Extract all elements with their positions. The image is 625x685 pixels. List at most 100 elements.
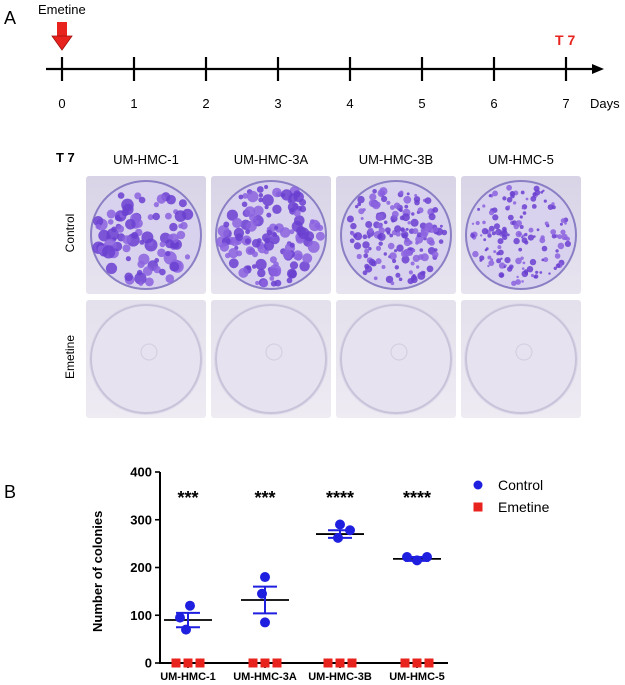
colony-dot (525, 271, 528, 275)
colony-dot (236, 250, 243, 257)
colony-dot (153, 202, 159, 208)
colony-dot (395, 272, 401, 278)
colony-dot (485, 247, 489, 251)
colony-dot (269, 256, 277, 264)
colony-dot (269, 276, 275, 281)
colony-dot (383, 220, 388, 225)
colony-dot (262, 194, 274, 206)
colony-dot (369, 193, 377, 201)
control-point (260, 572, 270, 583)
colony-dot (377, 232, 386, 241)
colony-dot (410, 261, 415, 266)
colony-dot (260, 279, 269, 288)
row-label-emetine: Emetine (63, 334, 77, 380)
colony-dot (373, 276, 378, 281)
colony-dot (434, 248, 438, 252)
colony-dot (255, 258, 267, 271)
colony-dot (253, 205, 264, 216)
colony-dot (541, 245, 548, 252)
colony-dot (503, 265, 506, 269)
row-label-control: Control (63, 213, 77, 253)
colony-dot (412, 228, 419, 235)
colony-dot (293, 209, 301, 217)
emetine-point (195, 658, 205, 668)
colony-dot (410, 218, 419, 227)
colony-dot (242, 193, 249, 199)
colony-dot (147, 214, 154, 221)
colony-dot (349, 238, 355, 244)
control-point (185, 600, 195, 611)
colony-dot (362, 208, 366, 212)
colony-dot (524, 232, 528, 237)
colony-dot (294, 215, 305, 226)
colony-dot (399, 190, 404, 195)
colony-dot (543, 257, 549, 263)
colony-dot (395, 231, 401, 237)
colony-dot (102, 245, 116, 259)
colony-dot (125, 256, 131, 262)
timeline-tick-label: 0 (58, 96, 66, 111)
colony-dot (350, 222, 357, 230)
colony-dot (262, 233, 271, 242)
colony-dot (519, 215, 523, 219)
colony-dot (483, 238, 487, 242)
colony-dot (417, 207, 424, 214)
control-point (412, 555, 422, 566)
colony-dot (169, 261, 180, 272)
control-plate-image (211, 176, 331, 294)
colony-dot (297, 205, 303, 212)
colony-dot (241, 201, 248, 208)
colony-dot (137, 260, 145, 268)
colony-dot (266, 212, 272, 218)
control-point (175, 612, 185, 623)
colony-dot (317, 224, 324, 231)
colony-dot (235, 233, 243, 242)
colony-dot (406, 192, 410, 196)
legend-control-label: Control (498, 477, 544, 493)
colony-dot (368, 258, 376, 266)
timeline-tick-label: 6 (490, 96, 498, 111)
colony-dot (289, 242, 295, 248)
colony-dot (167, 234, 174, 240)
colony-dot (496, 258, 502, 264)
colony-dot (491, 231, 496, 236)
colony-dot (396, 244, 404, 252)
colony-dot (497, 238, 504, 245)
colony-dot (156, 194, 167, 204)
end-timepoint-label: T 7 (555, 32, 576, 48)
colony-dot (506, 184, 512, 191)
x-tick-label: UM-HMC-3A (233, 671, 297, 683)
colony-dot (488, 210, 495, 216)
colony-dot (420, 231, 428, 239)
colony-dot (105, 262, 118, 274)
colony-dot (522, 261, 526, 265)
colony-dot (356, 253, 362, 260)
colony-dot (289, 229, 295, 235)
colony-dot (154, 258, 160, 263)
colony-dot (274, 279, 282, 287)
emetine-plate-image (461, 300, 581, 418)
emetine-point (424, 658, 434, 668)
colony-dot (117, 192, 125, 199)
panel-a-letter: A (4, 8, 17, 28)
colony-dot (362, 234, 368, 240)
colony-dot (497, 245, 502, 250)
colony-dot (368, 247, 372, 251)
colony-dot (282, 249, 293, 260)
colony-dot (381, 265, 386, 269)
dish-center-ring (390, 343, 408, 361)
colony-dot (293, 191, 304, 203)
colony-dot (522, 211, 527, 215)
colony-dot (159, 268, 166, 276)
colony-dot (403, 249, 411, 257)
colony-dot (152, 212, 160, 221)
colony-dot (515, 220, 522, 227)
colony-dots (92, 192, 194, 287)
dish-center-ring (265, 343, 283, 361)
timeline-tick-label: 1 (130, 96, 138, 111)
colony-dot (487, 233, 492, 238)
colony-dot (367, 227, 374, 234)
x-tick-label: UM-HMC-3B (308, 671, 372, 683)
timeline-tick-label: 7 (562, 96, 570, 111)
colony-dot (516, 275, 519, 279)
